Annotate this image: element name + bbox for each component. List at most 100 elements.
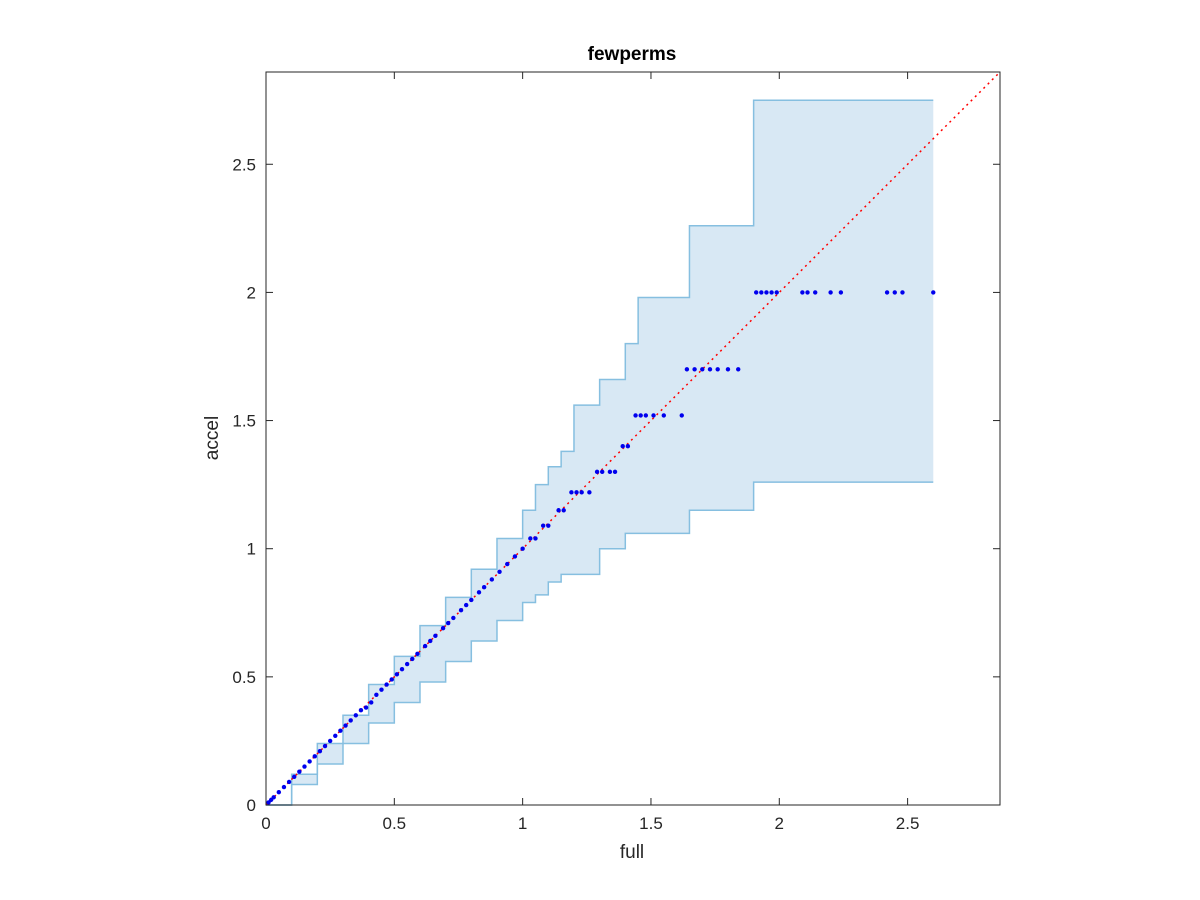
data-point (579, 490, 584, 495)
data-point (404, 661, 410, 667)
data-point (327, 738, 333, 744)
data-point (625, 443, 631, 449)
data-point (715, 367, 720, 372)
data-point (587, 490, 592, 495)
data-point (343, 723, 348, 728)
data-point (769, 290, 774, 295)
axes-box (265, 71, 1001, 806)
confidence-band (266, 100, 934, 805)
data-point (679, 413, 684, 418)
x-tick-label: 1 (518, 814, 527, 833)
x-tick-label: 2 (775, 814, 784, 833)
data-point (415, 651, 420, 656)
data-point (384, 682, 389, 687)
data-point (358, 707, 364, 713)
data-point (505, 561, 510, 567)
data-point (481, 584, 487, 590)
data-point (440, 625, 446, 631)
data-point (286, 779, 292, 785)
data-point (379, 687, 384, 692)
data-point (561, 508, 566, 513)
data-point (520, 546, 525, 551)
scatter-points (266, 290, 936, 805)
y-tick-label: 2.5 (232, 155, 256, 174)
data-point (394, 672, 400, 677)
data-point (292, 774, 297, 780)
confidence-band-upper-edge (266, 99, 934, 806)
data-point (307, 759, 312, 764)
data-point (774, 290, 779, 295)
data-point (736, 367, 741, 372)
data-point (753, 290, 759, 295)
data-point (312, 754, 317, 759)
data-point (528, 536, 533, 541)
data-point (533, 536, 538, 541)
data-point (759, 290, 764, 295)
data-point (469, 597, 474, 603)
data-point (900, 290, 905, 295)
data-point (399, 666, 405, 672)
data-point (931, 290, 936, 295)
confidence-band-lower-edge (266, 481, 934, 806)
y-tick-label: 1.5 (232, 412, 256, 431)
x-axis-label: full (620, 842, 644, 863)
data-point (497, 569, 502, 574)
identity-reference-line (265, 71, 1001, 806)
data-point (643, 413, 649, 418)
data-point (651, 413, 656, 418)
data-point (410, 656, 415, 662)
data-point (512, 554, 518, 559)
y-axis-label: accel (202, 416, 223, 460)
data-point (805, 290, 810, 295)
data-point (281, 784, 287, 790)
data-point (271, 795, 276, 800)
data-point (422, 643, 428, 649)
data-point (458, 608, 464, 613)
data-point (661, 413, 666, 418)
data-point (556, 508, 561, 513)
data-point (540, 523, 546, 528)
data-point (569, 490, 574, 495)
data-point (363, 705, 369, 710)
data-point (638, 413, 643, 418)
data-point (700, 367, 705, 372)
data-point (476, 590, 482, 595)
data-point (800, 290, 805, 295)
data-point (574, 490, 579, 495)
data-point (463, 602, 469, 608)
y-tick-label: 0.5 (232, 668, 256, 687)
data-point (607, 469, 613, 475)
data-point (884, 290, 890, 295)
data-point (338, 728, 343, 733)
data-point (433, 633, 438, 639)
data-point (764, 290, 769, 295)
data-point (707, 367, 713, 372)
data-point (692, 367, 697, 372)
x-tick-label: 0.5 (383, 814, 407, 833)
data-point (489, 577, 495, 582)
data-point (838, 290, 844, 295)
y-tick-label: 0 (247, 796, 256, 815)
data-point (892, 290, 897, 295)
data-point (348, 718, 353, 723)
data-point (333, 733, 338, 739)
chart-title: fewperms (588, 44, 677, 65)
data-point (302, 764, 307, 769)
data-point (353, 713, 359, 718)
data-point (369, 700, 374, 705)
data-point (451, 615, 456, 621)
data-point (620, 443, 625, 449)
data-point (594, 469, 600, 475)
x-tick-label: 1.5 (639, 814, 663, 833)
data-point (725, 367, 731, 372)
data-point (317, 748, 323, 754)
data-point (446, 620, 451, 626)
x-tick-label: 0 (261, 814, 270, 833)
data-point (828, 290, 833, 295)
y-tick-label: 2 (247, 283, 256, 302)
data-point (276, 789, 282, 795)
data-point (389, 677, 394, 682)
x-axis-ticks: 0 0.5 1 1.5 2 2.5 (261, 72, 919, 833)
x-tick-label: 2.5 (896, 814, 920, 833)
